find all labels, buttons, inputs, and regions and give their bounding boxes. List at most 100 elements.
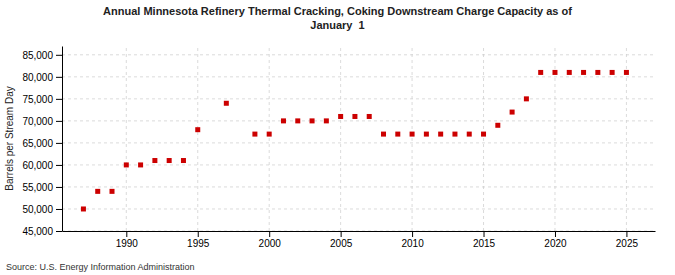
y-tick-mark	[56, 77, 62, 78]
point	[581, 70, 586, 75]
y-tick-label: 45,000	[22, 226, 53, 237]
title-line: January 1	[310, 19, 364, 31]
title: Annual Minnesota Refinery Thermal Cracki…	[103, 5, 572, 31]
x-tick-label: 2000	[259, 238, 282, 249]
y-tick-label: 75,000	[22, 94, 53, 105]
x-axis-line	[63, 231, 656, 232]
point	[367, 114, 372, 119]
x-tick-label: 2005	[330, 238, 353, 249]
grid-line-y	[62, 120, 655, 121]
grid-line-y	[62, 164, 655, 165]
point	[124, 162, 129, 167]
y-tick-mark	[56, 165, 62, 166]
point	[567, 70, 572, 75]
x-tick-label: 2020	[544, 238, 567, 249]
y-tick: 75,000	[22, 94, 62, 105]
chart: 1990 1995 2000 2005 2010 2015 2020 2025 45,000 50…	[0, 0, 675, 275]
point	[424, 132, 429, 137]
point	[252, 132, 257, 137]
point	[110, 189, 115, 194]
grid-line-x	[412, 46, 413, 231]
point	[267, 132, 272, 137]
grid-line-y	[62, 98, 655, 99]
grid-line-x	[197, 46, 198, 231]
x-tick-mark	[555, 231, 556, 237]
y-tick: 60,000	[22, 160, 62, 171]
x-tick: 1995	[187, 231, 210, 249]
point	[295, 118, 300, 123]
y-tick: 55,000	[22, 182, 62, 193]
point	[352, 114, 357, 119]
y-tick-label: 50,000	[22, 204, 53, 215]
point	[81, 206, 86, 211]
x-tick-mark	[412, 231, 413, 237]
y-tick-mark	[56, 187, 62, 188]
point	[338, 114, 343, 119]
point	[452, 132, 457, 137]
grid-line-y	[62, 76, 655, 77]
y-tick: 85,000	[22, 50, 62, 61]
point	[467, 132, 472, 137]
y-tick-mark	[56, 99, 62, 100]
point	[167, 158, 172, 163]
point	[481, 132, 486, 137]
y-axis: 45,00050,00055,00060,00065,00070,00075,0…	[22, 47, 62, 237]
point	[310, 118, 315, 123]
y-tick: 80,000	[22, 72, 62, 83]
grid-line-y	[62, 208, 655, 209]
x-tick: 2025	[616, 231, 639, 249]
point	[410, 132, 415, 137]
point	[495, 123, 500, 128]
x-tick-label: 1990	[116, 238, 139, 249]
grid-line-y	[62, 142, 655, 143]
x-tick-label: 2010	[401, 238, 424, 249]
point	[438, 132, 443, 137]
point	[538, 70, 543, 75]
x-tick-mark	[126, 231, 127, 237]
x-tick-mark	[198, 231, 199, 237]
point	[524, 96, 529, 101]
grid-line-y	[62, 54, 655, 55]
source: Source: U.S. Energy Information Administ…	[6, 262, 195, 272]
y-tick: 50,000	[22, 204, 62, 215]
x-tick-label: 2015	[473, 238, 496, 249]
grid-line-y	[62, 231, 655, 232]
x-tick: 2015	[473, 231, 496, 249]
point	[395, 132, 400, 137]
point	[138, 162, 143, 167]
x-tick: 2010	[401, 231, 424, 249]
grid	[62, 46, 655, 231]
grid-line-x	[340, 46, 341, 231]
y-axis-title: Barrels per Stream Day	[4, 86, 15, 190]
x-tick: 2000	[259, 231, 282, 249]
point	[195, 127, 200, 132]
point	[95, 189, 100, 194]
y-tick-label: 85,000	[22, 50, 53, 61]
y-tick-mark	[56, 231, 62, 232]
y-tick-label: 60,000	[22, 160, 53, 171]
y-tick-mark	[56, 55, 62, 56]
y-tick-mark	[56, 209, 62, 210]
y-tick-label: 80,000	[22, 72, 53, 83]
title-line: Annual Minnesota Refinery Thermal Cracki…	[103, 5, 572, 17]
x-tick-mark	[484, 231, 485, 237]
x-tick-mark	[341, 231, 342, 237]
x-tick: 2020	[544, 231, 567, 249]
x-tick-mark	[269, 231, 270, 237]
point	[510, 110, 515, 115]
grid-line-x	[483, 46, 484, 231]
point	[152, 158, 157, 163]
y-tick: 65,000	[22, 138, 62, 149]
point	[624, 70, 629, 75]
x-tick-label: 1995	[187, 238, 210, 249]
point	[281, 118, 286, 123]
grid-line-x	[269, 46, 270, 231]
point	[224, 101, 229, 106]
y-axis-line	[62, 47, 63, 232]
point	[381, 132, 386, 137]
point	[595, 70, 600, 75]
points	[81, 70, 629, 212]
point	[181, 158, 186, 163]
x-tick-label: 2025	[616, 238, 639, 249]
x-axis: 1990 1995 2000 2005 2010 2015 2020 2025	[63, 231, 656, 249]
